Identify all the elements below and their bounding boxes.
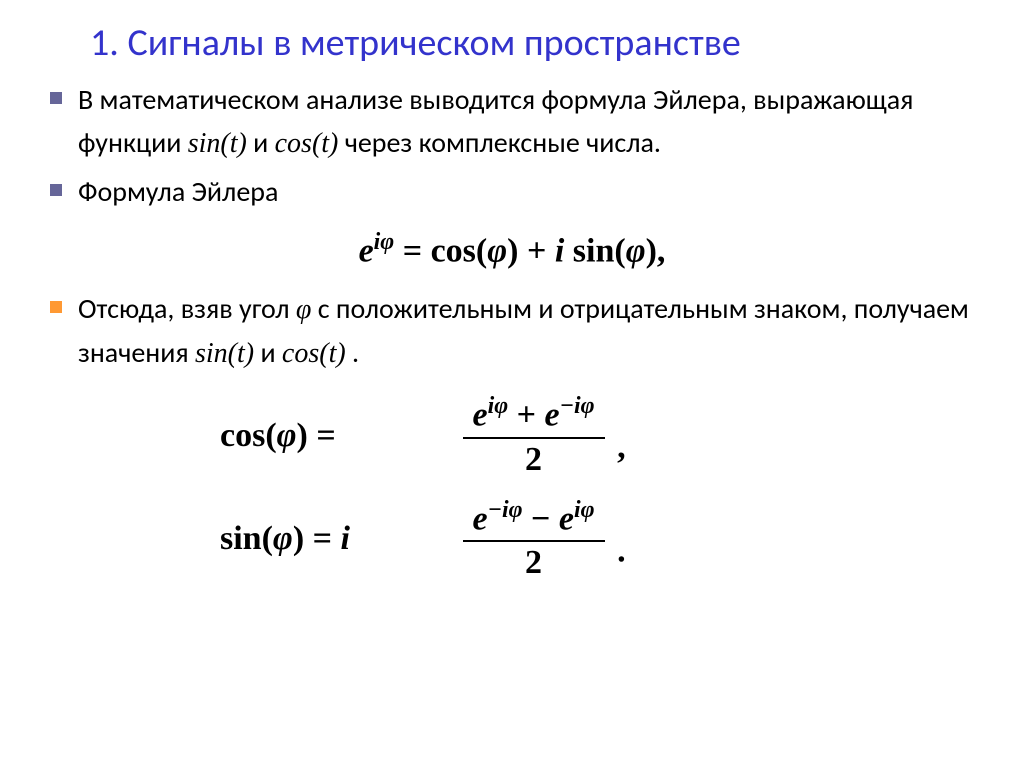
cos-label: cos( <box>431 233 488 270</box>
text-segment: через комплексные числа. <box>345 125 661 160</box>
e-base: e <box>473 397 488 434</box>
plus: + <box>517 397 536 434</box>
e-base: e <box>359 233 374 270</box>
close-paren: ) <box>293 520 304 557</box>
sin-lhs: sin(φ) = i <box>220 520 450 558</box>
cos-numerator: eiφ + e−iφ <box>463 393 605 438</box>
equals: = <box>316 417 335 454</box>
e-base: e <box>473 500 488 537</box>
text-segment: и <box>260 335 281 370</box>
bullet-list: В математическом анализе выводится форму… <box>40 78 984 213</box>
close-paren: ) <box>646 233 657 270</box>
comma: , <box>617 429 626 466</box>
cos-row: cos(φ) = eiφ + e−iφ 2 , <box>220 393 984 478</box>
close-paren: ) <box>507 233 518 270</box>
text-segment: Отсюда, взяв угол <box>78 291 296 326</box>
i: i <box>555 233 564 270</box>
e-exp-pos: iφ <box>488 393 509 419</box>
inline-sin: sin(t) <box>195 338 254 369</box>
e-base: e <box>545 397 560 434</box>
sin-fraction: e−iφ − eiφ 2 <box>463 497 605 582</box>
e-exp-pos: iφ <box>574 497 595 523</box>
inline-cos: cos(t) <box>275 128 339 159</box>
bullet-1: В математическом анализе выводится форму… <box>50 78 974 166</box>
bullet-list-2: Отсюда, взяв угол φ с положительным и от… <box>40 287 984 376</box>
sin-label: sin( <box>220 520 273 557</box>
comma: , <box>657 233 666 270</box>
cos-denominator: 2 <box>463 439 605 479</box>
text-segment: и <box>253 125 274 160</box>
sin-numerator: e−iφ − eiφ <box>463 497 605 542</box>
plus: + <box>527 233 555 270</box>
e-base: e <box>559 500 574 537</box>
phi: φ <box>626 233 646 270</box>
inline-sin: sin(t) <box>188 128 247 159</box>
e-exp-neg: −iφ <box>488 497 523 523</box>
bullet-2: Формула Эйлера <box>50 170 974 213</box>
slide-title: 1. Сигналы в метрическом пространстве <box>90 20 984 66</box>
sin-denominator: 2 <box>463 542 605 582</box>
phi: φ <box>273 520 293 557</box>
cos-label: cos( <box>220 417 277 454</box>
e-exp: iφ <box>374 229 395 255</box>
cos-fraction: eiφ + e−iφ 2 <box>463 393 605 478</box>
phi: φ <box>277 417 297 454</box>
text-segment: Формула Эйлера <box>78 174 278 209</box>
slide-content: 1. Сигналы в метрическом пространстве В … <box>0 0 1024 767</box>
sin-label: sin( <box>573 233 626 270</box>
i: i <box>341 520 350 557</box>
inline-cos: cos(t) <box>282 338 346 369</box>
e-exp-neg: −iφ <box>560 393 595 419</box>
sin-row: sin(φ) = i e−iφ − eiφ 2 . <box>220 497 984 582</box>
close-paren: ) <box>297 417 308 454</box>
text-segment: . <box>352 335 359 370</box>
formula-euler: eiφ = cos(φ) + i sin(φ), <box>40 229 984 270</box>
minus: − <box>531 500 550 537</box>
inline-phi: φ <box>296 294 312 325</box>
equals: = <box>403 233 431 270</box>
period: . <box>617 532 626 569</box>
equals: = <box>313 520 341 557</box>
formula-cos: cos(φ) = eiφ + e−iφ 2 , sin(φ) = i <box>40 393 984 582</box>
phi: φ <box>487 233 507 270</box>
bullet-3: Отсюда, взяв угол φ с положительным и от… <box>50 287 974 376</box>
cos-lhs: cos(φ) = <box>220 417 450 455</box>
